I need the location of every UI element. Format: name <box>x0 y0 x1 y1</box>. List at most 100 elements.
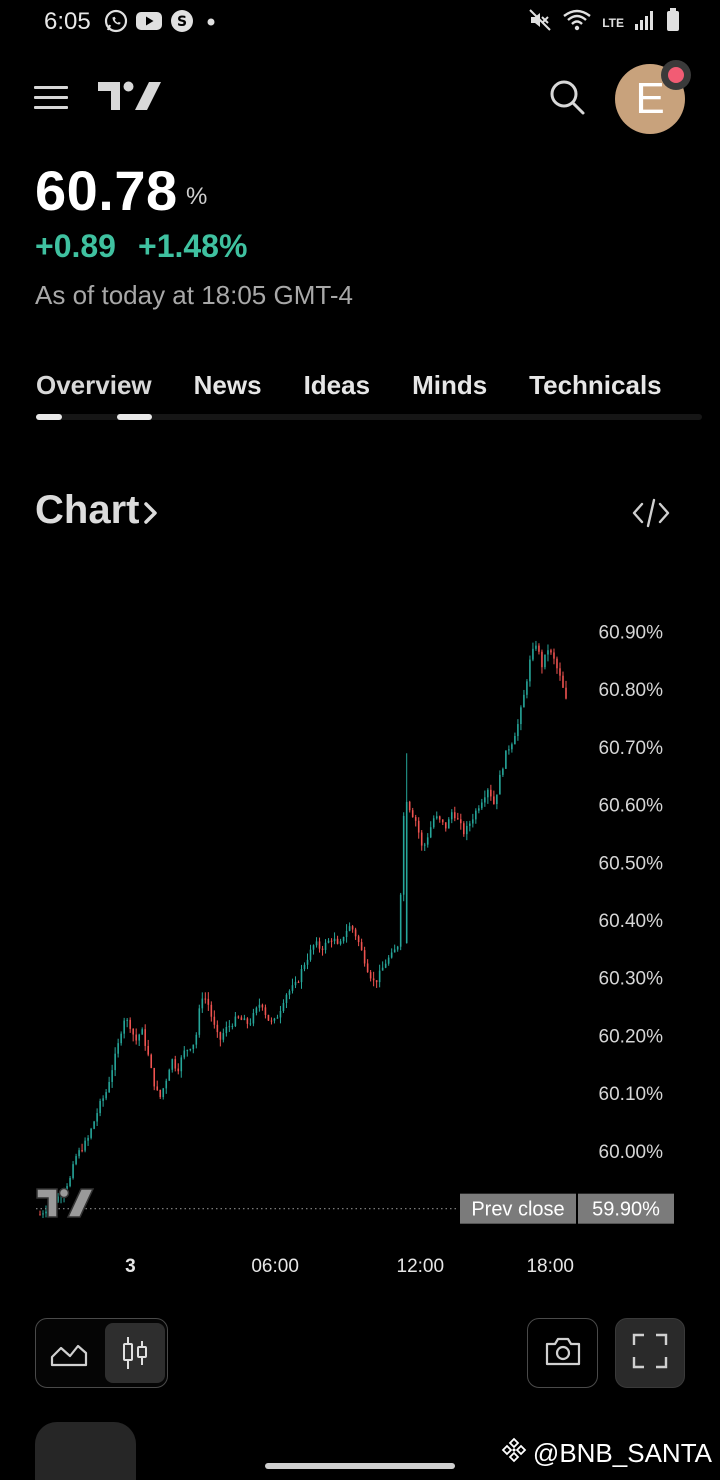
whatsapp-icon <box>104 9 128 38</box>
embed-code-icon[interactable] <box>632 498 670 533</box>
candle-body <box>369 972 372 979</box>
candle-body <box>102 1098 104 1101</box>
candle-body <box>432 818 435 828</box>
price-chart[interactable]: 60.90% 60.80% 60.70% 60.60% 60.50% 60.40% 60.3… <box>0 580 720 1280</box>
y-tick-label: 60.40% <box>599 911 664 932</box>
candle-body <box>180 1057 183 1072</box>
fullscreen-button[interactable] <box>615 1318 685 1388</box>
candle-body <box>177 1068 180 1072</box>
candle-body <box>417 820 420 833</box>
candle-body <box>78 1150 80 1157</box>
candle-body <box>463 823 465 835</box>
candle-body <box>192 1044 195 1050</box>
candle-body <box>249 1023 252 1025</box>
candle-body <box>39 1214 41 1216</box>
candle-body <box>487 789 489 798</box>
notification-badge <box>661 60 691 90</box>
home-indicator[interactable] <box>265 1463 455 1469</box>
avatar[interactable]: E <box>615 64 685 134</box>
candle-body <box>261 1004 264 1008</box>
candle-body <box>511 744 513 750</box>
candle-body <box>502 768 504 775</box>
prev-close-label: Prev close <box>471 1199 564 1221</box>
candle-body <box>514 736 516 745</box>
candle-body <box>481 802 483 809</box>
snapshot-button[interactable] <box>527 1318 598 1388</box>
candle-body <box>526 681 528 695</box>
quote-timestamp: As of today at 18:05 GMT-4 <box>35 280 353 310</box>
candle-body <box>384 963 387 968</box>
y-tick-label: 60.80% <box>599 680 664 701</box>
candle-body <box>538 645 540 652</box>
candle-body <box>565 687 567 699</box>
more-notifications-dot-icon <box>202 9 220 38</box>
tab-technicals[interactable]: Technicals <box>529 370 662 400</box>
candle-body <box>285 994 288 1003</box>
candle-body <box>198 1008 201 1035</box>
binance-logo-icon <box>501 1437 527 1470</box>
candle-body <box>330 940 333 942</box>
candle-body <box>523 694 525 708</box>
candle-body <box>450 812 453 820</box>
candle-body <box>108 1081 110 1093</box>
candle-body <box>189 1049 192 1051</box>
tab-indicator <box>36 414 62 420</box>
candle-body <box>309 949 312 960</box>
tab-news[interactable]: News <box>193 370 262 400</box>
candle-body <box>529 659 531 682</box>
candle-body <box>562 675 564 688</box>
candle-body <box>363 950 366 964</box>
y-axis: 60.90% 60.80% 60.70% 60.60% 60.50% 60.40% 60.3… <box>599 622 664 1163</box>
candle-body <box>484 797 486 803</box>
candle-body <box>535 645 537 649</box>
hamburger-menu-icon[interactable] <box>34 86 68 112</box>
price-unit: % <box>186 183 208 210</box>
candlestick-chart-icon[interactable] <box>105 1323 165 1383</box>
candle-body <box>288 990 291 995</box>
candle-body <box>111 1070 113 1082</box>
candle-body <box>255 1007 258 1013</box>
candle-body <box>168 1069 171 1081</box>
tradingview-logo[interactable] <box>98 80 162 117</box>
tab-ideas[interactable]: Ideas <box>303 370 371 400</box>
candle-body <box>336 938 339 944</box>
candle-body <box>156 1086 159 1090</box>
candle-body <box>351 926 354 930</box>
candle-body <box>390 952 393 958</box>
candle-body <box>234 1016 237 1026</box>
candle-body <box>303 964 306 969</box>
candle-body <box>66 1186 68 1191</box>
candle-body <box>300 968 303 983</box>
price-change-percent: +1.48% <box>138 228 248 264</box>
search-icon[interactable] <box>548 78 586 121</box>
y-tick-label: 60.50% <box>599 853 664 874</box>
candle-body <box>405 801 408 944</box>
line-chart-icon[interactable] <box>50 1337 88 1374</box>
tab-minds[interactable]: Minds <box>412 370 488 400</box>
tab-track <box>36 414 702 420</box>
x-tick-label: 06:00 <box>251 1256 299 1277</box>
candle-body <box>216 1024 219 1033</box>
chevron-right-icon[interactable] <box>142 500 160 531</box>
bottom-sheet-peek[interactable] <box>35 1422 136 1480</box>
candle-body <box>75 1156 77 1165</box>
candle-body <box>408 801 411 811</box>
candle-body <box>360 942 363 951</box>
candle-body <box>174 1059 177 1069</box>
tab-overview[interactable]: Overview <box>36 370 152 400</box>
candle-body <box>420 832 423 846</box>
candle-body <box>96 1113 98 1122</box>
candle-body <box>324 942 327 950</box>
candle-body <box>469 823 471 826</box>
candle-body <box>219 1032 222 1040</box>
chart-section-title[interactable]: Chart <box>35 488 140 532</box>
candle-body <box>345 930 348 937</box>
candle-body <box>372 978 375 981</box>
candle-body <box>508 749 510 751</box>
candle-body <box>147 1045 150 1055</box>
candle-body <box>243 1018 246 1020</box>
notification-icons: S <box>104 9 220 38</box>
candle-body <box>544 654 546 668</box>
candle-body <box>93 1121 95 1129</box>
candle-body <box>499 774 501 795</box>
